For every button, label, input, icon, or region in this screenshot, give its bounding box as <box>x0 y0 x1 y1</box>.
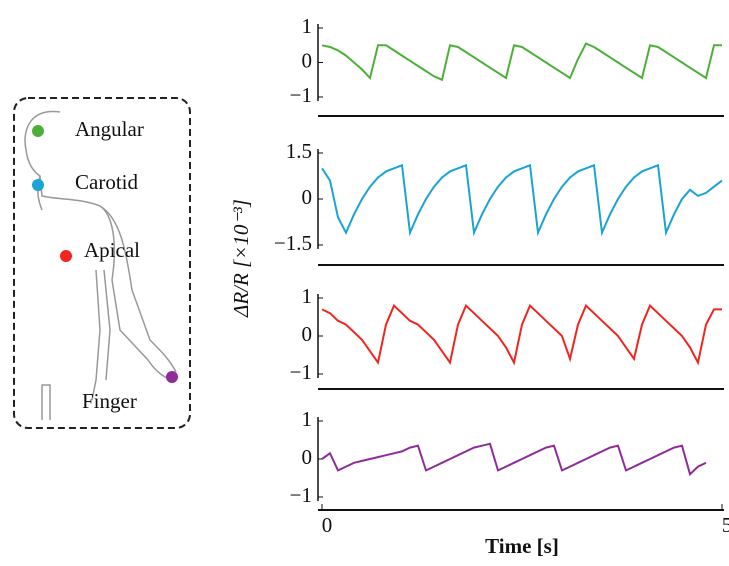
data-line <box>321 303 722 366</box>
x-tick-label: 5 <box>722 513 729 537</box>
data-line <box>321 42 722 82</box>
y-tick-label: −1 <box>290 360 312 384</box>
y-tick-label: 1.5 <box>286 139 312 163</box>
x-tick-label: 0 <box>322 513 333 537</box>
site-dot <box>60 250 72 262</box>
y-tick-label: 1 <box>302 407 313 431</box>
y-tick-label: 0 <box>302 185 313 209</box>
site-label: Finger <box>82 389 137 413</box>
site-label: Angular <box>75 117 144 141</box>
y-tick-label: −1.5 <box>274 231 312 255</box>
y-tick-label: 1 <box>302 284 313 308</box>
y-axis-label: ΔR/R [×10⁻³] <box>229 199 253 318</box>
x-axis-label: Time [s] <box>485 534 559 558</box>
y-tick-label: 0 <box>302 445 313 469</box>
data-line <box>321 442 707 477</box>
y-tick-label: 1 <box>302 14 313 38</box>
site-label: Apical <box>84 238 140 262</box>
y-tick-label: −1 <box>290 483 312 507</box>
data-line <box>321 163 723 237</box>
site-dot <box>32 179 44 191</box>
y-tick-label: 0 <box>302 48 313 72</box>
site-dot <box>32 125 44 137</box>
body-diagram <box>13 97 191 429</box>
site-dot <box>166 371 178 383</box>
body-outline <box>24 110 177 420</box>
diagram-frame <box>13 97 191 429</box>
site-label: Carotid <box>75 170 138 194</box>
y-tick-label: −1 <box>290 83 312 107</box>
y-tick-label: 0 <box>302 322 313 346</box>
